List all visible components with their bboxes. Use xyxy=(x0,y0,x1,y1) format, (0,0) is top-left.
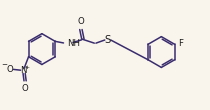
Text: F: F xyxy=(178,39,183,48)
Text: +: + xyxy=(25,65,29,70)
Text: S: S xyxy=(105,35,111,45)
Text: N: N xyxy=(20,67,26,75)
Text: O: O xyxy=(77,17,84,26)
Text: −: − xyxy=(1,62,8,68)
Text: O: O xyxy=(22,84,28,93)
Text: NH: NH xyxy=(67,39,80,48)
Text: O: O xyxy=(7,65,13,73)
